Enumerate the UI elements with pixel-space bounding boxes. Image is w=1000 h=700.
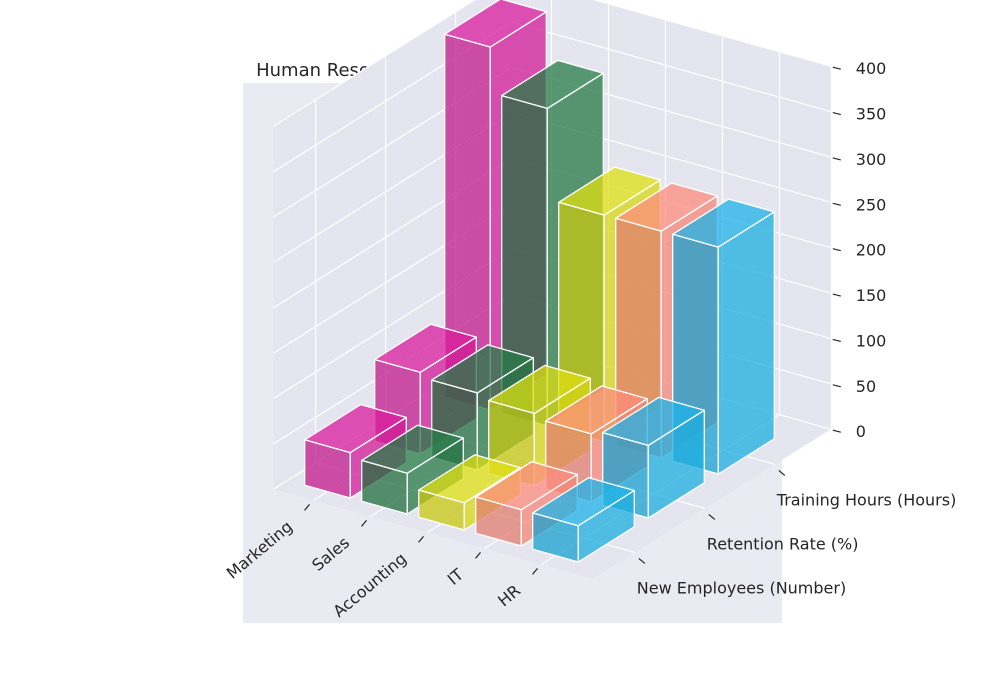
z-tick-mark	[833, 339, 841, 341]
z-tick-mark	[833, 158, 841, 160]
y-tick-label: Training Hours (Hours)	[776, 490, 957, 509]
z-tick-label: 100	[856, 331, 887, 350]
z-tick-label: 200	[856, 241, 887, 260]
z-tick-label: 0	[856, 422, 866, 441]
z-tick-label: 400	[856, 59, 887, 78]
z-tick-mark	[833, 67, 841, 69]
z-tick-mark	[833, 385, 841, 387]
z-tick-mark	[833, 113, 841, 115]
z-tick-label: 150	[856, 286, 887, 305]
z-tick-label: 300	[856, 150, 887, 169]
z-tick-mark	[833, 249, 841, 251]
bar-side-face	[718, 212, 774, 474]
y-tick-label: Retention Rate (%)	[707, 534, 859, 553]
z-tick-mark	[833, 203, 841, 205]
z-tick-mark	[833, 430, 841, 432]
z-tick-label: 350	[856, 105, 887, 124]
z-tick-label: 50	[856, 377, 876, 396]
z-tick-mark	[833, 294, 841, 296]
y-tick-label: New Employees (Number)	[637, 578, 846, 597]
z-tick-label: 250	[856, 195, 887, 214]
